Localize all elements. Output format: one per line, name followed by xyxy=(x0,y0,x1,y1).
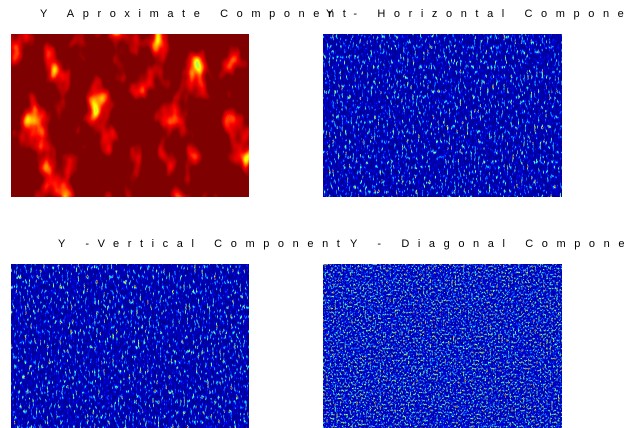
approximation-image xyxy=(11,34,249,197)
figure: Y Aproximate Component Y - Horizontal Co… xyxy=(0,0,629,428)
panel-title: Y - Diagonal Component xyxy=(350,238,629,250)
panel-title: Y Aproximate Component xyxy=(40,8,354,20)
horizontal-image xyxy=(323,34,562,197)
vertical-image xyxy=(11,264,249,428)
diagonal-image xyxy=(323,264,562,428)
panel-title: Y - Horizontal Component xyxy=(326,8,629,20)
panel-title: Y -Vertical Component xyxy=(58,238,348,250)
